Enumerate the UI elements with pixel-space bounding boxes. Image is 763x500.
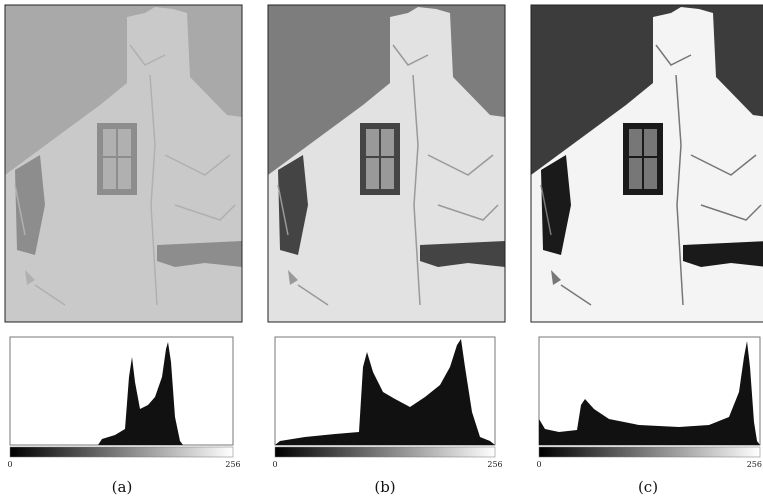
caption: (c) <box>638 478 658 496</box>
panel-a: 0 256 (a) <box>4 4 243 496</box>
panel-b: 0 256 (b) <box>267 4 506 496</box>
gray-ramp <box>538 446 761 458</box>
axis-max: 256 <box>487 460 502 469</box>
caption: (a) <box>112 478 133 496</box>
photo <box>267 4 506 323</box>
axis-min: 0 <box>7 460 12 469</box>
histogram <box>538 336 761 446</box>
gray-ramp <box>274 446 496 458</box>
gray-ramp <box>9 446 234 458</box>
histogram <box>9 336 234 446</box>
photo <box>530 4 763 323</box>
caption: (b) <box>374 478 395 496</box>
axis-max: 256 <box>225 460 240 469</box>
panel-c: 0 256 (c) <box>530 4 763 496</box>
axis-min: 0 <box>272 460 277 469</box>
histogram <box>274 336 496 446</box>
axis-max: 256 <box>747 460 762 469</box>
photo <box>4 4 243 323</box>
axis-min: 0 <box>536 460 541 469</box>
